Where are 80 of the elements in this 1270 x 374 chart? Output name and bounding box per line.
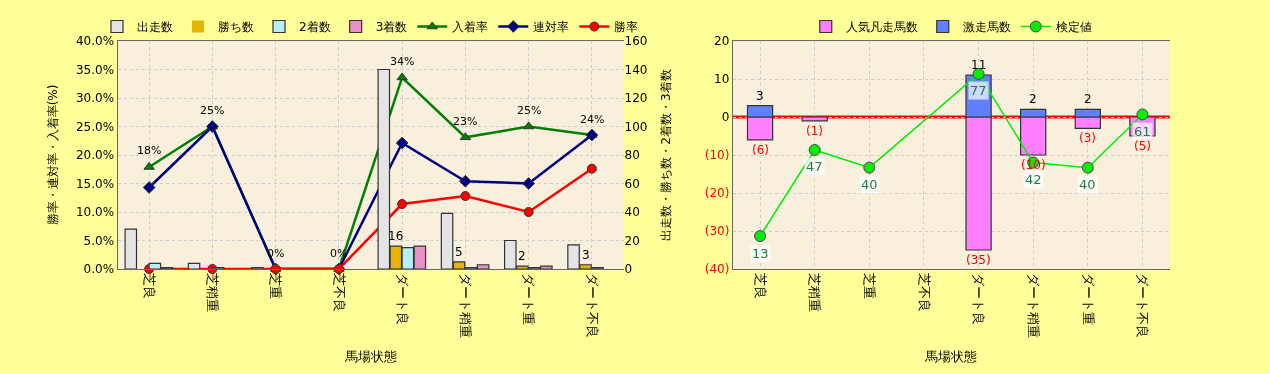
x-tick-label: ダート不良 [1135, 272, 1151, 338]
y-tick-label: 15.0% [75, 176, 115, 191]
legend-label: 連対率 [533, 20, 570, 35]
y-tick-label: 10.0% [75, 205, 115, 220]
data-label: 24% [580, 113, 605, 126]
y2-tick-label: 160 [624, 34, 648, 49]
x-axis-title: 馬場状態 [924, 349, 978, 365]
legend-label: 人気凡走馬数 [845, 20, 918, 35]
legend-label: 入着率 [452, 20, 489, 35]
x-tick-label: 芝稍重 [205, 272, 221, 312]
data-label: 2 [1029, 92, 1037, 106]
y-tick-label: (30) [704, 224, 730, 239]
data-label: 47 [806, 159, 823, 174]
legend-label: 勝ち数 [218, 20, 254, 35]
data-label: 13 [752, 246, 769, 261]
data-label: (6) [752, 143, 769, 157]
y-tick-label: 0 [721, 110, 730, 125]
y-tick-label: (20) [704, 186, 730, 201]
x-tick-label: ダート不良 [584, 272, 600, 338]
data-label: 3 [582, 248, 590, 262]
y-tick-label: 20 [714, 34, 730, 49]
x-tick-label: ダート稍重 [458, 272, 474, 338]
y-tick-label: 25.0% [75, 119, 115, 134]
data-label: 11 [971, 58, 987, 72]
x-tick-label: ダート良 [394, 272, 410, 325]
x-tick-label: 芝不良 [331, 272, 347, 312]
data-label: 3 [756, 89, 764, 103]
x-tick-label: ダート稍重 [1025, 272, 1041, 338]
y2-tick-label: 140 [624, 62, 648, 77]
x-tick-label: 芝良 [141, 272, 157, 299]
data-label: (5) [1134, 139, 1151, 153]
y-tick-label: 40.0% [75, 34, 115, 49]
data-label: 40 [861, 177, 878, 192]
y2-tick-label: 60 [624, 176, 640, 191]
x-tick-label: ダート良 [971, 272, 987, 325]
y-tick-label: 30.0% [75, 91, 115, 106]
data-label: 34% [390, 55, 415, 68]
data-label: 42 [1025, 172, 1042, 187]
y-axis-title: 勝率・連対率・入着率(%) [46, 84, 61, 226]
data-label: 25% [200, 104, 225, 117]
data-label: 25% [517, 104, 542, 117]
x-tick-label: ダート重 [521, 272, 537, 325]
data-label: 5 [455, 245, 463, 259]
legend-label: 検定値 [1055, 20, 1092, 35]
x-tick-label: 芝重 [268, 272, 284, 299]
y-tick-label: 35.0% [75, 62, 115, 77]
legend-label: 出走数 [137, 20, 173, 35]
y2-tick-label: 40 [624, 205, 640, 220]
y2-tick-label: 80 [624, 148, 640, 163]
data-label: 18% [137, 144, 162, 157]
x-tick-label: 芝稍重 [807, 272, 823, 312]
x-tick-label: 芝重 [862, 272, 878, 299]
y2-tick-label: 20 [624, 233, 640, 248]
legend-label: 2着数 [299, 20, 331, 35]
data-label: 77 [970, 83, 987, 98]
legend-label: 3着数 [375, 20, 408, 35]
data-label: (3) [1079, 131, 1096, 145]
x-tick-label: 芝良 [752, 272, 768, 299]
y-tick-label: 0.0% [83, 262, 115, 277]
data-label: (1) [806, 124, 823, 138]
data-label: 2 [1084, 92, 1092, 106]
data-label: (35) [966, 253, 991, 267]
y2-axis-title: 出走数・勝ち数・2着数・3着数 [659, 69, 674, 241]
y2-tick-label: 120 [624, 91, 648, 106]
y-tick-label: 5.0% [83, 233, 115, 248]
x-tick-label: 芝不良 [916, 272, 932, 312]
data-label: 61 [1134, 124, 1151, 139]
legend-label: 勝率 [614, 20, 639, 35]
y-tick-label: (10) [704, 148, 730, 163]
legend-label: 激走馬数 [962, 20, 1011, 35]
data-label: 40 [1079, 177, 1096, 192]
y2-tick-label: 0 [624, 262, 633, 277]
data-label: 23% [453, 115, 478, 128]
y-tick-label: 10 [714, 72, 730, 87]
y-tick-label: (40) [704, 262, 730, 277]
y-tick-label: 20.0% [75, 148, 115, 163]
x-axis-title: 馬場状態 [343, 349, 397, 365]
x-tick-label: ダート重 [1080, 272, 1096, 325]
y2-tick-label: 100 [624, 119, 648, 134]
data-label: 2 [518, 249, 526, 263]
